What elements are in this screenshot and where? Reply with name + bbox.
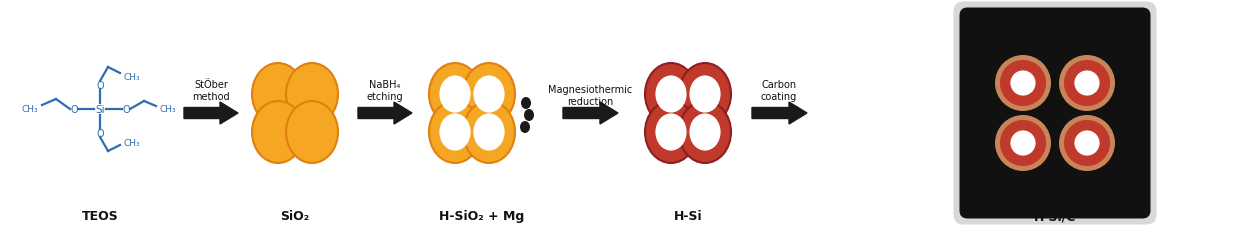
Ellipse shape [690,114,721,151]
Text: O: O [122,105,129,114]
Ellipse shape [524,109,534,121]
Ellipse shape [286,101,337,163]
Ellipse shape [1059,56,1116,111]
Ellipse shape [1011,71,1036,96]
Ellipse shape [1000,61,1046,107]
Ellipse shape [679,101,731,163]
Ellipse shape [439,76,471,113]
Polygon shape [563,103,618,124]
Text: StÖber
method: StÖber method [192,80,230,102]
Ellipse shape [286,64,337,126]
Ellipse shape [655,114,686,151]
Ellipse shape [1059,116,1116,171]
Text: O: O [96,128,103,138]
Polygon shape [359,103,412,124]
Ellipse shape [463,101,515,163]
Text: Magnesiothermic
reduction: Magnesiothermic reduction [548,85,632,107]
Ellipse shape [645,101,697,163]
Ellipse shape [251,101,304,163]
Ellipse shape [1011,131,1036,156]
Text: Si: Si [95,105,105,114]
Text: TEOS: TEOS [82,210,118,222]
Ellipse shape [679,64,731,126]
Ellipse shape [430,64,481,126]
Text: H-Si: H-Si [674,210,702,222]
Ellipse shape [995,56,1051,111]
Ellipse shape [1074,71,1099,96]
FancyBboxPatch shape [954,2,1157,225]
Text: O: O [70,105,77,114]
FancyBboxPatch shape [960,8,1150,219]
Ellipse shape [430,101,481,163]
Ellipse shape [1074,131,1099,156]
Ellipse shape [463,64,515,126]
Polygon shape [184,103,238,124]
Text: CH₃: CH₃ [21,104,39,113]
Ellipse shape [645,64,697,126]
Ellipse shape [473,114,504,151]
Ellipse shape [439,114,471,151]
Ellipse shape [520,98,532,109]
Ellipse shape [251,64,304,126]
Text: CH₃: CH₃ [124,138,141,147]
Ellipse shape [1064,61,1111,107]
Text: SiO₂: SiO₂ [280,210,310,222]
Text: NaBH₄
etching: NaBH₄ etching [367,80,403,102]
Polygon shape [752,103,807,124]
Text: CH₃: CH₃ [124,72,141,81]
Ellipse shape [1064,120,1111,166]
Text: H-SiO₂ + Mg: H-SiO₂ + Mg [439,210,524,222]
Ellipse shape [473,76,504,113]
Ellipse shape [1000,120,1046,166]
Ellipse shape [520,121,530,133]
Ellipse shape [655,76,686,113]
Text: Carbon
coating: Carbon coating [761,80,797,102]
Ellipse shape [690,76,721,113]
Text: H-Si/C: H-Si/C [1033,210,1076,222]
Ellipse shape [995,116,1051,171]
Text: O: O [96,81,103,91]
Text: CH₃: CH₃ [161,104,177,113]
